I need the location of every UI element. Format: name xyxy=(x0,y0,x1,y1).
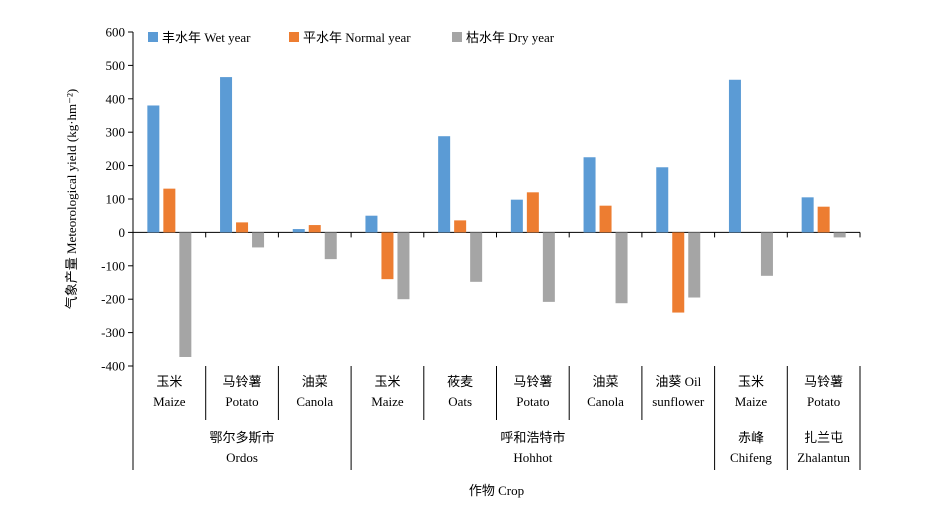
region-label-zh: 呼和浩特市 xyxy=(500,430,565,445)
bar-dry xyxy=(688,232,701,298)
category-label-en: Maize xyxy=(153,394,186,409)
bar-wet xyxy=(728,79,741,233)
category-label-zh: 油菜 xyxy=(593,374,619,389)
bar-dry xyxy=(542,232,555,302)
bar-normal xyxy=(599,205,612,233)
region-label-en: Hohhot xyxy=(513,450,552,465)
y-tick-label: 0 xyxy=(119,225,126,240)
legend: 丰水年 Wet year 平水年 Normal year 枯水年 Dry year xyxy=(148,30,555,45)
y-tick-label: 400 xyxy=(106,91,126,106)
region-label-zh: 扎兰屯 xyxy=(804,430,843,445)
bar-wet xyxy=(220,77,233,233)
legend-swatch xyxy=(452,32,462,42)
bar-normal xyxy=(308,225,321,233)
bar-wet xyxy=(583,157,596,233)
y-tick-label: 100 xyxy=(106,192,126,207)
category-label-en: Canola xyxy=(296,394,333,409)
y-tick-label: -200 xyxy=(101,292,125,307)
category-label-en: Potato xyxy=(807,394,840,409)
y-tick-label: 300 xyxy=(106,125,126,140)
x-axis-title: 作物 Crop xyxy=(469,483,524,498)
category-label-zh: 油菜 xyxy=(302,374,328,389)
legend-label: 枯水年 Dry year xyxy=(466,30,555,45)
category-label-zh: 玉米 xyxy=(738,374,764,389)
category-label-zh: 玉米 xyxy=(156,374,182,389)
y-tick-label: -100 xyxy=(101,258,125,273)
bar-normal xyxy=(672,232,685,313)
bar-dry xyxy=(397,232,410,300)
legend-label: 平水年 Normal year xyxy=(303,30,411,45)
bar-dry xyxy=(833,232,846,238)
legend-swatch xyxy=(289,32,299,42)
bar-normal xyxy=(236,222,249,233)
category-label-zh: 马铃薯 xyxy=(804,374,843,389)
bar-wet xyxy=(147,105,160,233)
y-axis-title: 气象产量 Meteorological yield (kg·hm⁻²) xyxy=(64,89,79,310)
y-tick-label: 200 xyxy=(106,158,126,173)
legend-swatch xyxy=(148,32,158,42)
bar-wet xyxy=(365,215,378,233)
bar-dry xyxy=(760,232,773,276)
category-label-zh: 玉米 xyxy=(374,374,400,389)
bar-normal xyxy=(381,232,394,280)
bar-dry xyxy=(324,232,337,260)
region-label-zh: 鄂尔多斯市 xyxy=(210,430,275,445)
category-label-zh: 莜麦 xyxy=(447,374,473,389)
bar-wet xyxy=(656,167,669,233)
y-tick-label: -300 xyxy=(101,325,125,340)
legend-label: 丰水年 Wet year xyxy=(162,30,251,45)
bar-wet xyxy=(510,199,523,233)
bar-wet xyxy=(292,229,305,233)
region-label-en: Ordos xyxy=(226,450,258,465)
category-label-en: Oats xyxy=(448,394,472,409)
bar-dry xyxy=(470,232,483,282)
region-label-en: Zhalantun xyxy=(797,450,850,465)
bar-normal xyxy=(817,206,830,233)
category-label-zh: 油葵 Oil xyxy=(655,374,701,389)
region-label-zh: 赤峰 xyxy=(738,430,764,445)
bar-normal xyxy=(526,192,539,233)
bar-dry xyxy=(615,232,628,304)
category-label-en: Potato xyxy=(516,394,549,409)
category-label-zh: 马铃薯 xyxy=(513,374,552,389)
bar-normal xyxy=(163,188,176,233)
region-label-en: Chifeng xyxy=(730,450,772,465)
category-label-zh: 马铃薯 xyxy=(223,374,262,389)
plot-area: 600 500 400 300 200 100 0 -100 -200 -300 -400 玉米 Mai… xyxy=(101,25,861,470)
category-label-en: Potato xyxy=(225,394,258,409)
bar-dry xyxy=(179,232,192,357)
category-label-en: Maize xyxy=(735,394,768,409)
y-tick-label: 600 xyxy=(106,25,126,40)
y-tick-label: 500 xyxy=(106,58,126,73)
bar-wet xyxy=(438,136,451,233)
y-tick-label: -400 xyxy=(101,359,125,374)
category-label-en: sunflower xyxy=(652,394,705,409)
category-label-en: Maize xyxy=(371,394,404,409)
bar-wet xyxy=(801,197,814,233)
bar-normal xyxy=(454,220,467,233)
bar-dry xyxy=(252,232,265,248)
category-label-en: Canola xyxy=(587,394,624,409)
